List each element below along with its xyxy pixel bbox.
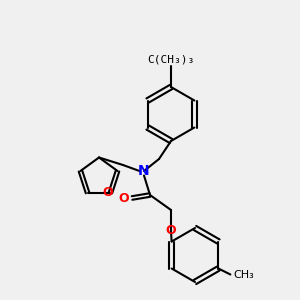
Text: O: O bbox=[102, 186, 113, 199]
Text: O: O bbox=[166, 224, 176, 238]
Text: CH₃: CH₃ bbox=[233, 269, 254, 280]
Text: O: O bbox=[118, 191, 129, 205]
Text: C(CH₃)₃: C(CH₃)₃ bbox=[147, 55, 195, 64]
Text: N: N bbox=[138, 164, 150, 178]
